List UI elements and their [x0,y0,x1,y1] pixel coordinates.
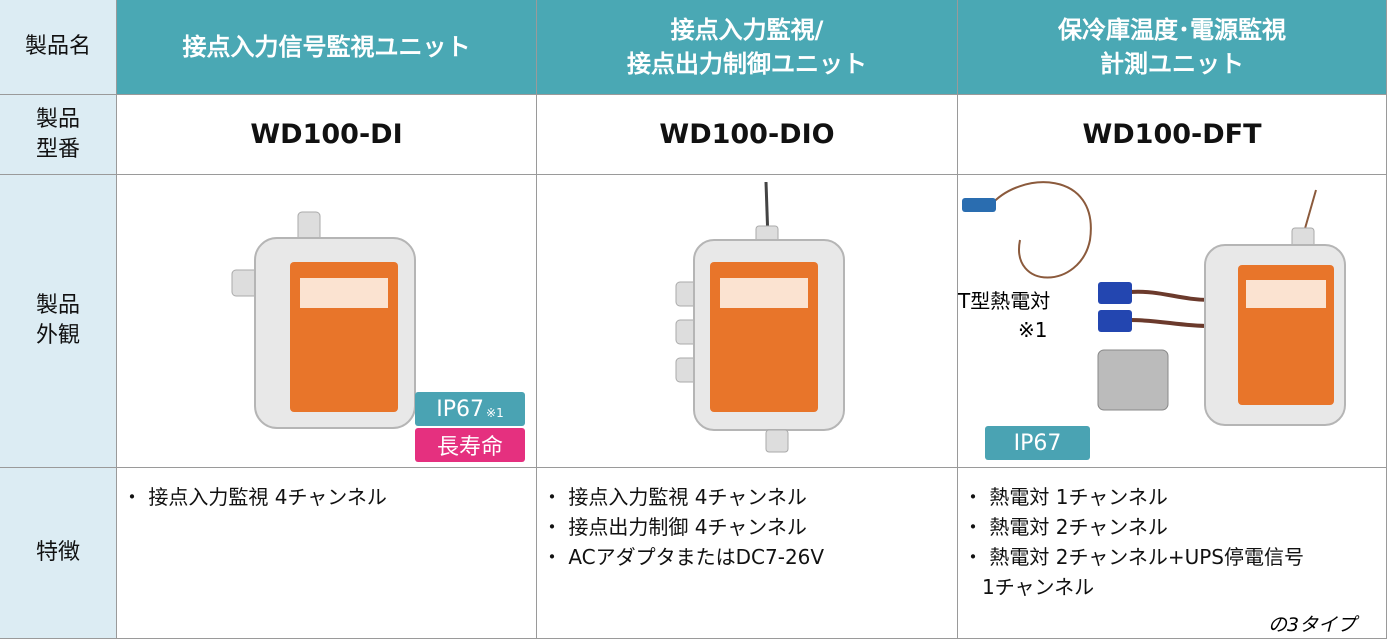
header: 接点出力制御ユニット [627,50,867,78]
label: 製品 [35,106,80,132]
label: 製品名 [24,34,91,59]
model: WD100-DFT [1082,119,1262,150]
badge-text: 長寿命 [436,435,503,460]
label-cell: 製品 型番 [0,95,117,175]
header: 計測ユニット [1100,50,1244,78]
feature: ・ ACアダプタまたはDC7-26V [542,545,825,569]
device-di [231,211,416,429]
header-cell: 接点入力監視/接点出力制御ユニット [537,0,958,95]
feature: ・ 熱電対 2チャンネル+UPS停電信号 [963,545,1304,569]
badge: IP67 [985,426,1090,460]
image-cell [537,175,958,468]
sensor-note: ※1 [1018,318,1048,342]
feature: ・ 熱電対 1チャンネル [963,485,1168,509]
label-cell: 製品 外観 [0,175,117,468]
label: 外観 [35,323,80,348]
image-cell [117,175,537,468]
badge-text: IP67 [436,396,485,422]
feature: ・ 接点入力監視 4チャンネル [542,485,807,509]
header: 接点入力信号監視ユニット [182,33,471,61]
sensor-label: T型熱電対 [958,289,1051,313]
device-dft [962,181,1346,426]
header-cell: 接点入力信号監視ユニット [117,0,537,95]
header: 保冷庫温度･電源監視 [1058,16,1286,44]
header: 接点入力監視/ [670,16,824,44]
label: 型番 [35,136,80,162]
badge: IP67 ※1 [415,392,525,426]
model-cell: WD100-DIO [537,95,958,175]
badge-text: IP67 [1013,430,1062,456]
header-cell: 保冷庫温度･電源監視 計測ユニット [958,0,1387,95]
label: 製品 [35,293,80,318]
model: WD100-DI [250,119,403,150]
badge: 長寿命 [415,428,525,462]
feature: ・ 熱電対 2チャンネル [963,515,1168,539]
feature: ・ 接点出力制御 4チャンネル [542,515,807,539]
footnote: の3タイプ [1268,614,1357,636]
model-cell: WD100-DFT [958,95,1387,175]
model-cell: WD100-DI [117,95,537,175]
model: WD100-DIO [659,119,835,150]
feature: 1チャンネル [982,575,1095,599]
label-cell: 製品名 [0,0,117,95]
device-dio [675,181,845,453]
badge-note: ※1 [486,406,504,420]
feature: ・ 接点入力監視 4チャンネル [122,485,387,509]
label-cell: 特徴 [0,468,117,639]
label: 特徴 [35,540,80,565]
